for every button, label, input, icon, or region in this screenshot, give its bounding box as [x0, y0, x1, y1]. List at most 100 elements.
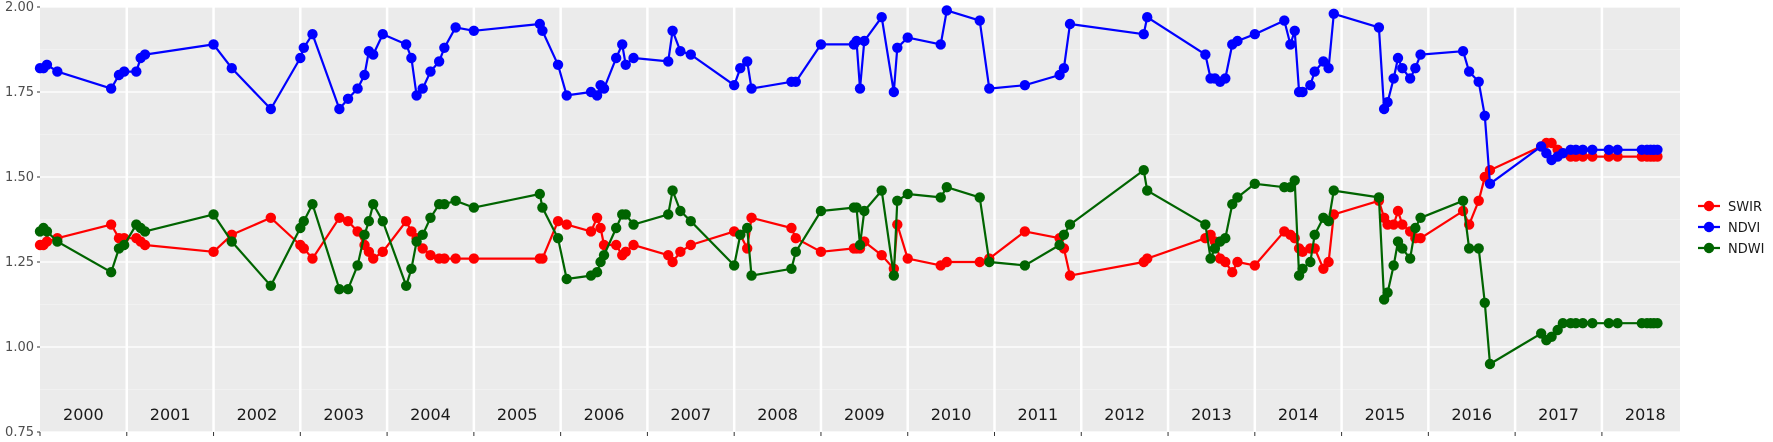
point-ndwi	[1382, 287, 1393, 298]
point-swir	[1546, 137, 1557, 149]
point-ndvi	[859, 35, 870, 47]
point-ndwi	[1404, 253, 1416, 264]
point-ndwi	[377, 216, 388, 227]
point-ndvi	[359, 69, 370, 81]
point-swir	[585, 226, 597, 237]
point-ndwi	[226, 236, 237, 247]
point-ndwi	[1205, 253, 1216, 264]
point-swir	[1473, 195, 1484, 206]
point-ndwi	[363, 216, 375, 227]
point-ndvi	[295, 52, 306, 64]
point-ndwi	[208, 209, 219, 220]
y-tick-label: 1.25	[5, 255, 34, 270]
point-swir	[552, 216, 564, 227]
point-ndvi	[342, 93, 354, 105]
point-ndwi	[411, 236, 422, 247]
year-label: 2002	[237, 405, 278, 424]
point-ndwi	[1388, 260, 1399, 271]
point-ndvi	[598, 83, 610, 94]
point-ndvi	[1415, 49, 1426, 60]
point-ndvi	[352, 83, 363, 94]
point-ndvi	[1373, 22, 1385, 33]
year-label: 2004	[410, 405, 451, 424]
legend-point-ndvi	[1703, 221, 1715, 233]
point-ndwi	[1457, 195, 1469, 206]
point-swir	[610, 239, 622, 251]
point-ndwi	[417, 229, 428, 240]
point-swir	[41, 236, 53, 247]
point-swir	[417, 243, 428, 254]
legend-label-swir: SWIR	[1728, 200, 1762, 215]
point-ndvi	[1297, 86, 1308, 98]
point-swir	[786, 222, 797, 234]
point-ndwi	[1058, 229, 1070, 240]
point-ndvi	[620, 59, 631, 70]
point-ndvi	[1479, 110, 1490, 122]
point-ndwi	[298, 216, 309, 227]
point-swir	[468, 253, 480, 264]
point-swir	[439, 253, 450, 264]
point-ndvi	[1232, 35, 1243, 47]
point-ndvi	[735, 62, 746, 74]
point-ndvi	[1392, 52, 1404, 64]
point-ndvi	[307, 29, 318, 40]
point-ndvi	[1019, 80, 1031, 91]
point-ndvi	[1473, 76, 1484, 88]
point-swir	[675, 246, 686, 257]
point-swir	[105, 219, 117, 230]
point-ndvi	[790, 76, 801, 88]
point-ndvi	[1612, 144, 1623, 155]
point-swir	[298, 243, 309, 254]
point-ndwi	[450, 195, 461, 206]
point-swir	[815, 246, 827, 257]
point-swir	[561, 219, 572, 230]
point-ndwi	[1397, 243, 1408, 254]
point-ndwi	[1373, 192, 1385, 203]
point-ndvi	[1138, 29, 1149, 40]
point-ndvi	[400, 39, 412, 50]
point-ndvi	[450, 22, 461, 33]
year-label: 2003	[323, 405, 364, 424]
point-ndvi	[425, 66, 436, 77]
point-ndvi	[1279, 15, 1290, 26]
point-swir	[1019, 226, 1031, 237]
point-ndwi	[610, 222, 622, 234]
point-swir	[667, 256, 678, 268]
year-label: 2001	[150, 405, 191, 424]
point-ndwi	[105, 267, 117, 278]
point-swir	[941, 256, 952, 268]
point-ndwi	[815, 205, 827, 217]
point-ndwi	[746, 270, 757, 281]
point-ndvi	[1220, 73, 1231, 84]
y-tick-label: 2.00	[5, 0, 34, 15]
point-ndwi	[41, 226, 53, 237]
point-ndwi	[1249, 178, 1261, 189]
point-swir	[1415, 233, 1426, 244]
year-label: 2008	[757, 405, 798, 424]
point-ndwi	[854, 239, 866, 251]
point-swir	[591, 212, 603, 223]
point-ndvi	[974, 15, 985, 26]
point-ndvi	[1587, 144, 1598, 155]
point-swir	[1397, 219, 1408, 230]
point-ndwi	[1463, 243, 1475, 254]
point-swir	[334, 212, 345, 223]
point-ndwi	[118, 239, 130, 251]
y-tick-label: 1.50	[5, 170, 34, 185]
point-swir	[1064, 270, 1076, 281]
point-ndvi	[1603, 144, 1615, 155]
point-ndwi	[1200, 219, 1211, 230]
point-ndwi	[1309, 229, 1320, 240]
year-labels: 2000 2001 2002 2003 2004 2005 2006 2007 2008 2009…	[63, 405, 1666, 424]
point-swir	[1142, 253, 1153, 264]
point-ndwi	[628, 219, 639, 230]
point-ndwi	[888, 270, 900, 281]
point-ndvi	[663, 56, 674, 67]
point-ndvi	[1323, 62, 1334, 74]
point-ndvi	[1577, 144, 1589, 155]
point-ndwi	[334, 284, 345, 295]
point-swir	[746, 212, 757, 223]
point-ndvi	[433, 56, 445, 67]
point-swir	[377, 246, 388, 257]
